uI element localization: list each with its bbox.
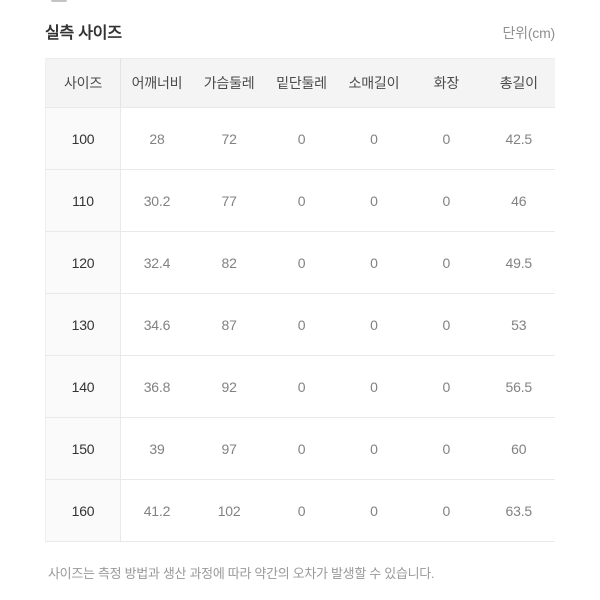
value-cell: 0 [410, 417, 483, 480]
table-row: 150 39 97 0 0 0 60 [45, 417, 555, 480]
value-cell: 0 [337, 107, 411, 170]
value-cell: 49.5 [482, 231, 555, 294]
column-header-3: 밑단둘레 [265, 58, 338, 108]
value-cell: 28 [120, 107, 193, 170]
value-cell: 0 [265, 479, 338, 542]
value-cell: 92 [192, 355, 266, 418]
value-cell: 82 [192, 231, 266, 294]
value-cell: 0 [265, 107, 338, 170]
size-label-cell: 120 [45, 231, 121, 294]
size-label-cell: 150 [45, 417, 121, 480]
value-cell: 87 [192, 293, 266, 356]
section-title: 실측 사이즈 [45, 25, 122, 42]
column-header-1: 어깨너비 [120, 58, 193, 108]
value-cell: 32.4 [120, 231, 193, 294]
value-cell: 0 [337, 417, 411, 480]
cropped-element-artifact [51, 0, 67, 2]
table-header-row: 사이즈 어깨너비 가슴둘레 밑단둘레 소매길이 화장 총길이 [45, 58, 555, 108]
value-cell: 0 [410, 479, 483, 542]
value-cell: 63.5 [482, 479, 555, 542]
size-label-cell: 160 [45, 479, 121, 542]
table-row: 120 32.4 82 0 0 0 49.5 [45, 231, 555, 294]
value-cell: 0 [337, 293, 411, 356]
value-cell: 56.5 [482, 355, 555, 418]
unit-label: 단위(cm) [502, 25, 555, 41]
value-cell: 60 [482, 417, 555, 480]
value-cell: 0 [265, 355, 338, 418]
value-cell: 0 [410, 355, 483, 418]
table-row: 160 41.2 102 0 0 0 63.5 [45, 479, 555, 542]
value-cell: 102 [192, 479, 266, 542]
column-header-6: 총길이 [482, 58, 555, 108]
size-table: 사이즈 어깨너비 가슴둘레 밑단둘레 소매길이 화장 총길이 100 28 72 0 0 0 42.5 1… [45, 58, 555, 542]
table-row: 130 34.6 87 0 0 0 53 [45, 293, 555, 356]
size-label-cell: 110 [45, 169, 121, 232]
value-cell: 0 [337, 479, 411, 542]
value-cell: 0 [265, 231, 338, 294]
value-cell: 77 [192, 169, 266, 232]
table-row: 110 30.2 77 0 0 0 46 [45, 169, 555, 232]
value-cell: 0 [410, 169, 483, 232]
value-cell: 46 [482, 169, 555, 232]
value-cell: 0 [265, 169, 338, 232]
value-cell: 0 [337, 231, 411, 294]
size-label-cell: 140 [45, 355, 121, 418]
value-cell: 0 [265, 293, 338, 356]
column-header-4: 소매길이 [337, 58, 411, 108]
value-cell: 0 [337, 355, 411, 418]
value-cell: 39 [120, 417, 193, 480]
size-label-cell: 130 [45, 293, 121, 356]
value-cell: 97 [192, 417, 266, 480]
size-label-cell: 100 [45, 107, 121, 170]
value-cell: 0 [337, 169, 411, 232]
section-header: 실측 사이즈 단위(cm) [45, 0, 555, 43]
value-cell: 30.2 [120, 169, 193, 232]
column-header-0: 사이즈 [45, 58, 121, 108]
value-cell: 53 [482, 293, 555, 356]
column-header-2: 가슴둘레 [192, 58, 266, 108]
size-disclaimer: 사이즈는 측정 방법과 생산 과정에 따라 약간의 오차가 발생할 수 있습니다… [48, 566, 435, 581]
value-cell: 36.8 [120, 355, 193, 418]
value-cell: 41.2 [120, 479, 193, 542]
table-row: 140 36.8 92 0 0 0 56.5 [45, 355, 555, 418]
value-cell: 0 [410, 107, 483, 170]
value-cell: 0 [265, 417, 338, 480]
value-cell: 42.5 [482, 107, 555, 170]
value-cell: 34.6 [120, 293, 193, 356]
table-row: 100 28 72 0 0 0 42.5 [45, 107, 555, 170]
value-cell: 0 [410, 231, 483, 294]
value-cell: 0 [410, 293, 483, 356]
column-header-5: 화장 [410, 58, 483, 108]
value-cell: 72 [192, 107, 266, 170]
